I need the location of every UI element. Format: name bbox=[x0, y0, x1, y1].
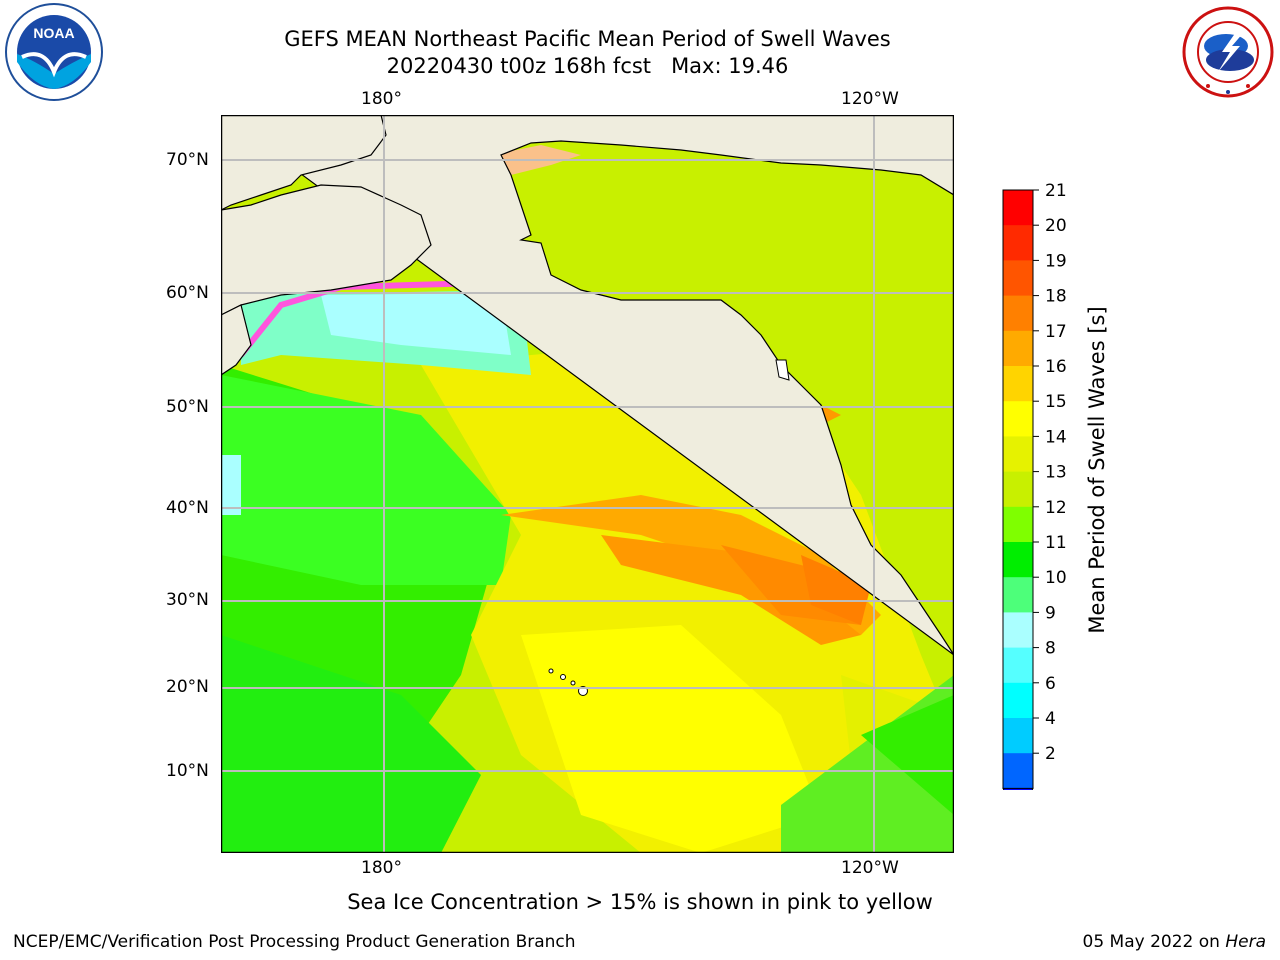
noaa-logo: NOAA bbox=[5, 3, 103, 101]
colorbar-swatch bbox=[1003, 718, 1033, 754]
lon-label-top-180: 180° bbox=[361, 89, 402, 109]
colorbar-swatch bbox=[1003, 190, 1033, 226]
colorbar-swatch bbox=[1003, 401, 1033, 437]
footer-host: Hera bbox=[1225, 932, 1266, 952]
colorbar-tick-label: 9 bbox=[1045, 603, 1056, 623]
colorbar-swatch bbox=[1003, 682, 1033, 719]
colorbar-swatch bbox=[1003, 260, 1033, 297]
colorbar-swatch bbox=[1003, 542, 1033, 578]
lat-label-70n: 70°N bbox=[166, 150, 209, 170]
title-line-2: 20220430 t00z 168h fcst Max: 19.46 bbox=[386, 54, 789, 78]
lon-label-bottom-120w: 120°W bbox=[841, 858, 899, 878]
colorbar: 21 20 19 18 17 16 15 14 13 12 11 10 9 8 6 4 2 bbox=[1002, 181, 1067, 790]
lon-label-bottom-180: 180° bbox=[361, 858, 402, 878]
colorbar-swatch bbox=[1003, 295, 1033, 332]
colorbar-tick-label: 10 bbox=[1045, 568, 1067, 588]
colorbar-swatch bbox=[1003, 577, 1033, 613]
sea-ice-caption: Sea Ice Concentration > 15% is shown in … bbox=[347, 890, 933, 914]
colorbar-tick-label: 19 bbox=[1045, 251, 1067, 271]
colorbar-tick-label: 16 bbox=[1045, 357, 1067, 377]
colorbar-tick-label: 11 bbox=[1045, 533, 1067, 553]
lat-label-40n: 40°N bbox=[166, 498, 209, 518]
colorbar-tick-label: 13 bbox=[1045, 463, 1067, 483]
colorbar-extend-arrow bbox=[1002, 787, 1034, 790]
lat-label-50n: 50°N bbox=[166, 397, 209, 417]
footer-date: 05 May 2022 on Hera bbox=[1083, 932, 1267, 952]
map-frame bbox=[221, 115, 954, 853]
colorbar-swatch bbox=[1003, 330, 1033, 367]
colorbar-tick-label: 8 bbox=[1045, 639, 1056, 659]
colorbar-frame bbox=[1002, 189, 1034, 789]
colorbar-tick-label: 20 bbox=[1045, 216, 1067, 236]
colorbar-swatch bbox=[1003, 471, 1033, 508]
noaa-logo-text: NOAA bbox=[33, 25, 74, 41]
swell-period-map bbox=[221, 115, 954, 853]
footer-date-text: 05 May 2022 on bbox=[1082, 932, 1226, 952]
colorbar-swatch bbox=[1003, 647, 1033, 684]
lat-label-20n: 20°N bbox=[166, 677, 209, 697]
colorbar-tick-label: 6 bbox=[1045, 674, 1056, 694]
national-weather-service-logo bbox=[1182, 6, 1274, 98]
colorbar-swatch bbox=[1003, 753, 1033, 789]
chukotka-landmass bbox=[221, 184, 432, 316]
colorbar-tick-label: 18 bbox=[1045, 287, 1067, 307]
colorbar-tick-label: 2 bbox=[1045, 744, 1056, 764]
colorbar-title: Mean Period of Swell Waves [s] bbox=[1085, 306, 1109, 634]
colorbar-tick-label: 15 bbox=[1045, 392, 1067, 412]
colorbar-tick-label: 21 bbox=[1045, 181, 1067, 201]
lon-label-top-120w: 120°W bbox=[841, 89, 899, 109]
colorbar-swatch bbox=[1003, 366, 1033, 402]
footer-credit: NCEP/EMC/Verification Post Processing Pr… bbox=[13, 932, 576, 952]
graticule bbox=[221, 115, 954, 853]
colorbar-swatch bbox=[1003, 436, 1033, 473]
kamchatka-landmass bbox=[221, 304, 252, 376]
colorbar-swatch bbox=[1003, 225, 1033, 261]
colorbar-swatch bbox=[1003, 612, 1033, 649]
colorbar-tick-label: 17 bbox=[1045, 322, 1067, 342]
title-line-1: GEFS MEAN Northeast Pacific Mean Period … bbox=[284, 27, 891, 51]
colorbar-tick-label: 4 bbox=[1045, 709, 1056, 729]
lat-label-60n: 60°N bbox=[166, 283, 209, 303]
colorbar-tick-label: 14 bbox=[1045, 427, 1067, 447]
colorbar-tick-label: 12 bbox=[1045, 498, 1067, 518]
lat-label-10n: 10°N bbox=[166, 761, 209, 781]
colorbar-swatch bbox=[1003, 506, 1033, 543]
lat-label-30n: 30°N bbox=[166, 590, 209, 610]
